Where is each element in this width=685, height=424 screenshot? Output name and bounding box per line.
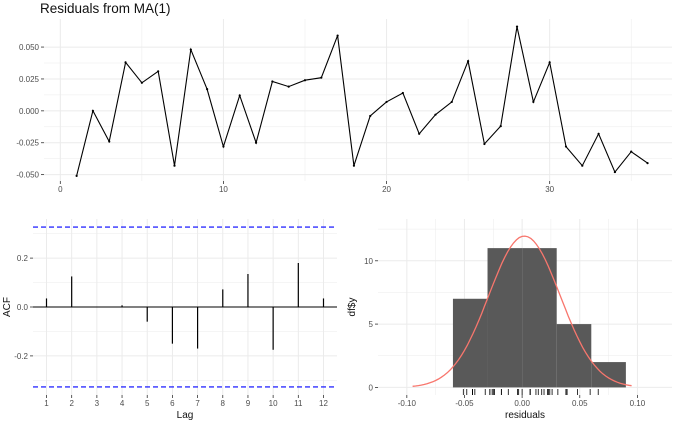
hist-ytick-label: 0 xyxy=(369,383,374,392)
hist-xtick-label: 0.00 xyxy=(514,399,530,408)
hist-ytick-label: 10 xyxy=(364,257,373,266)
acf-ylabel: ACF xyxy=(2,297,13,317)
residual-point xyxy=(385,100,388,104)
residual-point xyxy=(532,100,535,104)
residual-point xyxy=(108,140,111,143)
residual-point xyxy=(564,145,568,148)
residual-point xyxy=(254,141,258,144)
residual-point xyxy=(418,132,421,135)
ts-xtick-label: 20 xyxy=(382,185,391,194)
residual-point xyxy=(303,79,307,82)
acf-xtick-label: 5 xyxy=(145,399,150,408)
acf-ytick-label: 0.2 xyxy=(17,254,29,263)
residual-point xyxy=(401,91,404,95)
hist-xlabel: residuals xyxy=(505,410,545,421)
ts-xtick-label: 10 xyxy=(219,185,228,194)
residual-point xyxy=(206,88,209,91)
acf-xtick-label: 7 xyxy=(195,399,200,408)
ts-panel xyxy=(44,19,672,181)
ts-ytick-label: 0.000 xyxy=(19,107,40,116)
acf-ytick-label: -0.2 xyxy=(14,352,28,361)
residual-point xyxy=(597,132,600,135)
residual-series-line xyxy=(76,26,648,177)
acf-xtick-label: 11 xyxy=(294,399,303,408)
acf-xtick-label: 2 xyxy=(69,399,74,408)
ts-ytick-label: -0.025 xyxy=(16,139,39,148)
residual-point xyxy=(369,114,372,118)
ts-ytick-label: -0.050 xyxy=(16,171,39,180)
residual-point xyxy=(320,76,323,79)
ts-xtick-label: 30 xyxy=(545,185,554,194)
residual-point xyxy=(450,100,453,104)
residual-point xyxy=(613,170,617,174)
ts-ytick-label: 0.025 xyxy=(19,75,40,84)
residual-point xyxy=(189,48,192,51)
hist-xtick-label: 0.10 xyxy=(630,399,646,408)
acf-xtick-label: 1 xyxy=(44,399,49,408)
hist-ytick-label: 5 xyxy=(369,320,374,329)
residual-point xyxy=(287,85,290,88)
acf-xtick-label: 3 xyxy=(95,399,100,408)
residual-point xyxy=(467,59,470,63)
residual-point xyxy=(75,174,78,177)
ts-xtick-label: 0 xyxy=(58,185,63,194)
hist-xtick-label: -0.05 xyxy=(455,399,474,408)
residual-point xyxy=(124,61,127,64)
page-title: Residuals from MA(1) xyxy=(40,1,171,16)
residual-point xyxy=(91,109,95,112)
residual-point xyxy=(140,81,143,84)
histogram-bar xyxy=(522,248,557,388)
residual-point xyxy=(548,61,551,64)
residual-point xyxy=(271,80,274,83)
acf-xtick-label: 6 xyxy=(170,399,175,408)
residual-point xyxy=(646,162,649,165)
acf-xtick-label: 10 xyxy=(269,399,278,408)
residual-point xyxy=(352,164,356,167)
histogram-bar xyxy=(556,324,592,388)
normal-density-curve xyxy=(412,235,632,387)
acf-xlabel: Lag xyxy=(177,410,194,421)
residual-point xyxy=(336,34,339,37)
residual-point xyxy=(630,150,633,153)
acf-xtick-label: 9 xyxy=(246,399,251,408)
residual-point xyxy=(434,113,437,116)
hist-xtick-label: 0.05 xyxy=(572,399,588,408)
residual-point xyxy=(238,94,241,97)
acf-xtick-label: 4 xyxy=(120,399,125,408)
acf-xtick-label: 8 xyxy=(221,399,226,408)
residual-point xyxy=(222,145,225,148)
residual-point xyxy=(499,125,502,128)
acf-xtick-label: 12 xyxy=(319,399,328,408)
ts-ytick-label: 0.050 xyxy=(19,43,40,52)
hist-xtick-label: -0.10 xyxy=(398,399,417,408)
acf-ytick-label: 0.0 xyxy=(17,303,29,312)
residual-point xyxy=(157,70,160,73)
residual-point xyxy=(581,164,584,167)
residual-point xyxy=(173,164,176,167)
hist-ylabel: df$y xyxy=(347,298,358,317)
residual-point xyxy=(483,142,486,146)
histogram-bar xyxy=(487,248,523,388)
residual-point xyxy=(515,25,519,28)
